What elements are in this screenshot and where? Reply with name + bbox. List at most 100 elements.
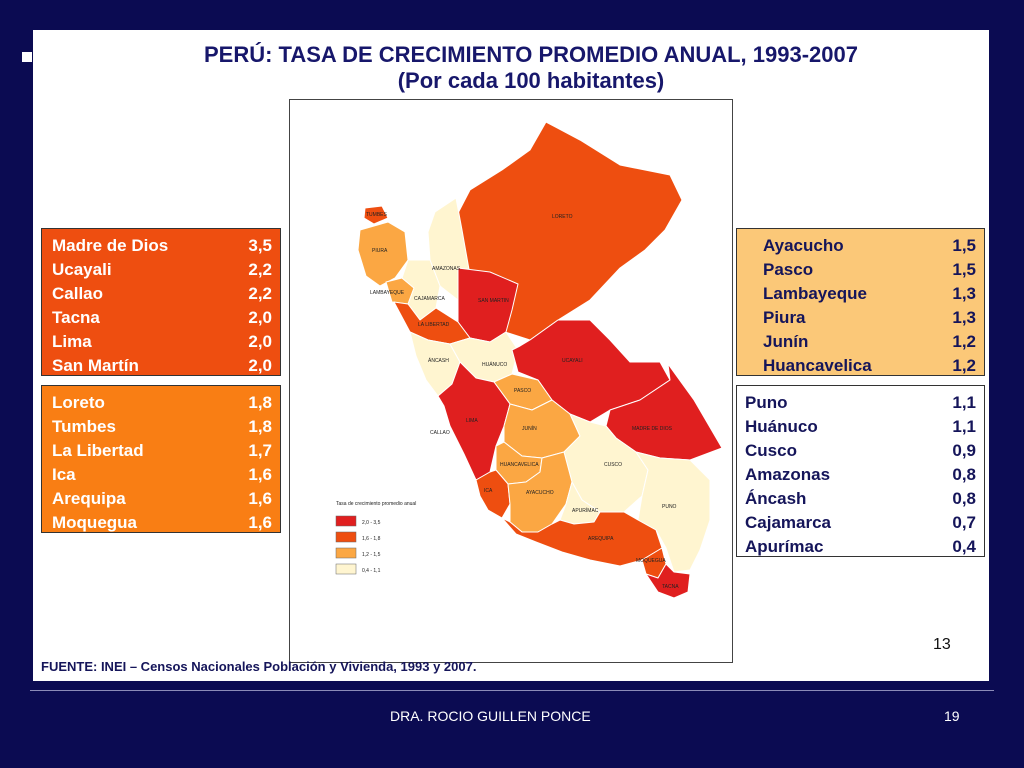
label-puno: PUNO [662,504,677,510]
legend-label-4: 0,4 - 1,1 [362,568,381,574]
region-name: Lima [52,332,92,351]
title-line-1: PERÚ: TASA DE CRECIMIENTO PROMEDIO ANUAL… [203,42,858,67]
region-rate: 2,0 [248,308,272,327]
region-name: Apurímac [745,537,824,556]
region-rate: 1,5 [952,260,976,279]
table-row: Lima 2,0 [52,330,272,354]
label-arequipa: AREQUIPA [588,536,614,542]
table-row: Loreto 1,8 [52,391,272,415]
label-cajamarca: CAJAMARCA [414,296,446,302]
label-tumbes: TUMBES [366,212,388,218]
region-name: Loreto [52,393,105,412]
region-name: Huancavelica [763,356,872,375]
peru-map-svg: LORETO TUMBES PIURA AMAZONAS LAMBAYEQUE … [335,121,723,599]
region-name: Cusco [745,441,797,460]
label-tacna: TACNA [662,584,679,590]
region-name: Tacna [52,308,100,327]
region-rate: 1,3 [952,284,976,303]
table-row: Madre de Dios 3,5 [52,234,272,258]
region-rate: 2,0 [248,356,272,375]
region-tacna [645,563,691,599]
table-row: Puno 1,1 [745,391,976,415]
region-name: Huánuco [745,417,818,436]
table-row: Ica 1,6 [52,463,272,487]
region-name: Piura [763,308,806,327]
table-row: Amazonas 0,8 [745,463,976,487]
region-name: Áncash [745,489,807,508]
label-san-martin: SAN MARTIN [478,298,509,304]
region-rate: 1,5 [952,236,976,255]
legend-label-2: 1,6 - 1,8 [362,536,381,542]
region-rate: 1,8 [248,417,272,436]
legend-label-3: 1,2 - 1,5 [362,552,381,558]
region-name: Moquegua [52,513,137,532]
inner-page-number: 13 [933,636,951,653]
legend-swatch-3 [335,547,357,559]
region-name: Madre de Dios [52,236,169,255]
table-row: Callao 2,2 [52,282,272,306]
region-rate: 0,8 [952,489,976,508]
label-ica: ICA [484,488,493,494]
table-row: San Martín 2,0 [52,354,272,378]
region-name: Cajamarca [745,513,832,532]
source-note: FUENTE: INEI – Censos Nacionales Poblaci… [41,659,477,674]
table-rate-2-0-3-5: Madre de Dios 3,5 Ucayali 2,2 Callao 2,2 Ta… [41,228,281,376]
label-apurimac: APURÍMAC [572,507,599,514]
region-name: Ica [52,465,76,484]
table-row: Ayacucho 1,5 [763,234,976,258]
region-rate: 1,2 [952,332,976,351]
table-row: Pasco 1,5 [763,258,976,282]
region-name: Pasco [763,260,814,279]
label-lambayeque: LAMBAYEQUE [370,290,405,296]
table-row: Arequipa 1,6 [52,487,272,511]
region-rate: 1,6 [248,465,272,484]
legend-swatch-1 [335,515,357,527]
region-name: Amazonas [745,465,831,484]
region-piura [357,221,409,287]
label-ucayali: UCAYALI [562,358,583,364]
region-rate: 1,2 [952,356,976,375]
table-row: Lambayeque 1,3 [763,282,976,306]
region-rate: 1,6 [248,513,272,532]
region-rate: 1,8 [248,393,272,412]
label-callao: CALLAO [430,430,450,436]
region-rate: 1,7 [248,441,272,460]
region-name: Ucayali [52,260,112,279]
label-madre-de-dios: MADRE DE DIOS [632,426,673,432]
label-huanuco: HUÁNUCO [482,361,507,368]
region-rate: 3,5 [248,236,272,255]
label-la-libertad: LA LIBERTAD [418,322,450,328]
region-name: Puno [745,393,788,412]
region-rate: 1,1 [952,393,976,412]
region-puno [635,451,711,573]
table-row: Apurímac 0,4 [745,535,976,559]
table-row: Huancavelica 1,2 [763,354,976,378]
region-name: La Libertad [52,441,144,460]
title-line-2: (Por cada 100 habitantes) [397,68,665,93]
table-row: Piura 1,3 [763,306,976,330]
label-cusco: CUSCO [604,462,622,468]
region-arequipa [501,511,663,567]
table-rate-0-4-1-1: Puno 1,1 Huánuco 1,1 Cusco 0,9 Amazonas 0,8 … [736,385,985,557]
label-ayacucho: AYACUCHO [526,490,554,496]
footer-divider [30,690,994,691]
legend-swatch-4 [335,563,357,575]
table-row: Ucayali 2,2 [52,258,272,282]
table-row: Junín 1,2 [763,330,976,354]
region-rate: 0,8 [952,465,976,484]
footer-author: DRA. ROCIO GUILLEN PONCE [390,708,591,724]
region-rate: 2,0 [248,332,272,351]
label-junin: JUNÍN [522,425,537,432]
table-row: Tacna 2,0 [52,306,272,330]
map-legend: Tasa de crecimiento promedio anual 2,0 -… [335,501,416,575]
label-piura: PIURA [372,248,388,254]
label-loreto: LORETO [552,214,573,220]
table-rate-1-6-1-8: Loreto 1,8 Tumbes 1,8 La Libertad 1,7 Ica 1,… [41,385,281,533]
region-rate: 2,2 [248,260,272,279]
label-moquegua: MOQUEGUA [636,558,666,564]
table-rate-1-2-1-5: Ayacucho 1,5 Pasco 1,5 Lambayeque 1,3 Piura… [736,228,985,376]
table-row: Cajamarca 0,7 [745,511,976,535]
region-rate: 0,9 [952,441,976,460]
region-rate: 0,7 [952,513,976,532]
table-row: Moquegua 1,6 [52,511,272,535]
